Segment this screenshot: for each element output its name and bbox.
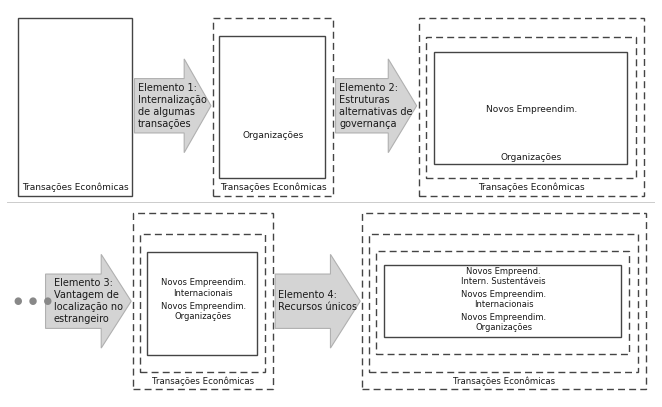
FancyBboxPatch shape xyxy=(213,18,333,195)
Text: Novos Empreend.: Novos Empreend. xyxy=(466,267,541,276)
Text: Organizações: Organizações xyxy=(475,323,532,332)
FancyBboxPatch shape xyxy=(383,265,621,337)
Text: Transações Econômicas: Transações Econômicas xyxy=(22,183,128,193)
Text: Internacionais: Internacionais xyxy=(474,300,534,309)
Text: Internacionais: Internacionais xyxy=(173,289,233,298)
FancyBboxPatch shape xyxy=(19,18,132,195)
Text: Transações Econômicas: Transações Econômicas xyxy=(152,376,254,386)
Text: Organizações: Organizações xyxy=(175,312,232,321)
Text: Organizações: Organizações xyxy=(243,131,304,140)
FancyBboxPatch shape xyxy=(219,36,325,177)
FancyBboxPatch shape xyxy=(426,37,636,178)
Text: ●  ●  ●: ● ● ● xyxy=(15,296,52,306)
FancyBboxPatch shape xyxy=(434,52,628,164)
Text: Transações Econômicas: Transações Econômicas xyxy=(453,376,555,386)
FancyBboxPatch shape xyxy=(362,214,645,389)
Polygon shape xyxy=(336,59,416,153)
FancyBboxPatch shape xyxy=(147,252,257,355)
Text: Elemento 4:
Recursos únicos: Elemento 4: Recursos únicos xyxy=(278,290,357,312)
FancyBboxPatch shape xyxy=(369,234,638,372)
Text: Novos Empreendim.: Novos Empreendim. xyxy=(161,278,246,287)
Polygon shape xyxy=(46,254,131,348)
Text: Novos Empreendim.: Novos Empreendim. xyxy=(161,302,246,311)
FancyBboxPatch shape xyxy=(140,234,265,372)
Text: Novos Empreendim.: Novos Empreendim. xyxy=(461,290,546,299)
FancyBboxPatch shape xyxy=(133,214,273,389)
Polygon shape xyxy=(275,254,360,348)
Text: Elemento 1:
Internalização
de algumas
transações: Elemento 1: Internalização de algumas tr… xyxy=(138,83,207,129)
FancyBboxPatch shape xyxy=(418,18,644,195)
Text: Novos Empreendim.: Novos Empreendim. xyxy=(461,313,546,322)
FancyBboxPatch shape xyxy=(377,252,630,354)
Text: Transações Econômicas: Transações Econômicas xyxy=(478,183,585,193)
Text: Intern. Sustentáveis: Intern. Sustentáveis xyxy=(461,277,546,286)
Text: Novos Empreendim.: Novos Empreendim. xyxy=(486,105,577,114)
Text: Elemento 2:
Estruturas
alternativas de
governança: Elemento 2: Estruturas alternativas de g… xyxy=(340,83,413,129)
Text: Organizações: Organizações xyxy=(501,153,562,162)
Text: Transações Econômicas: Transações Econômicas xyxy=(220,183,326,193)
Polygon shape xyxy=(134,59,211,153)
Text: Elemento 3:
Vantagem de
localização no
estrangeiro: Elemento 3: Vantagem de localização no e… xyxy=(54,278,123,324)
